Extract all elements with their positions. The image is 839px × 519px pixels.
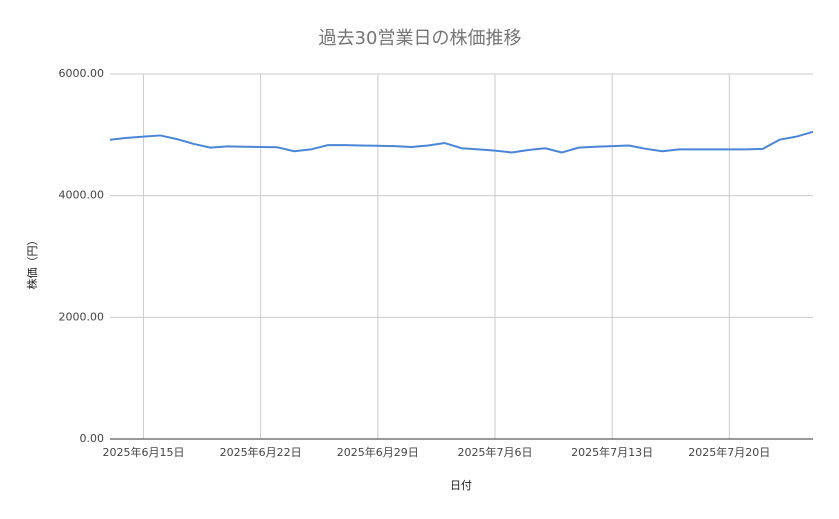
y-tick-label: 2000.00 [59, 310, 105, 323]
x-axis-label: 日付 [450, 479, 472, 492]
x-tick-label: 2025年7月13日 [571, 445, 653, 459]
y-tick-label: 4000.00 [59, 189, 105, 202]
x-tick-label: 2025年6月22日 [220, 445, 302, 459]
y-axis-label: 株価（円） [25, 235, 39, 290]
x-tick-label: 2025年7月20日 [688, 445, 770, 459]
y-tick-label: 6000.00 [59, 67, 105, 80]
x-tick-label: 2025年6月29日 [337, 445, 419, 459]
chart-title: 過去30営業日の株価推移 [319, 28, 522, 49]
data-line [109, 130, 814, 154]
y-tick-label: 0.00 [80, 432, 105, 445]
x-tick-label: 2025年7月6日 [457, 445, 532, 459]
x-tick-label: 2025年6月15日 [102, 445, 184, 459]
